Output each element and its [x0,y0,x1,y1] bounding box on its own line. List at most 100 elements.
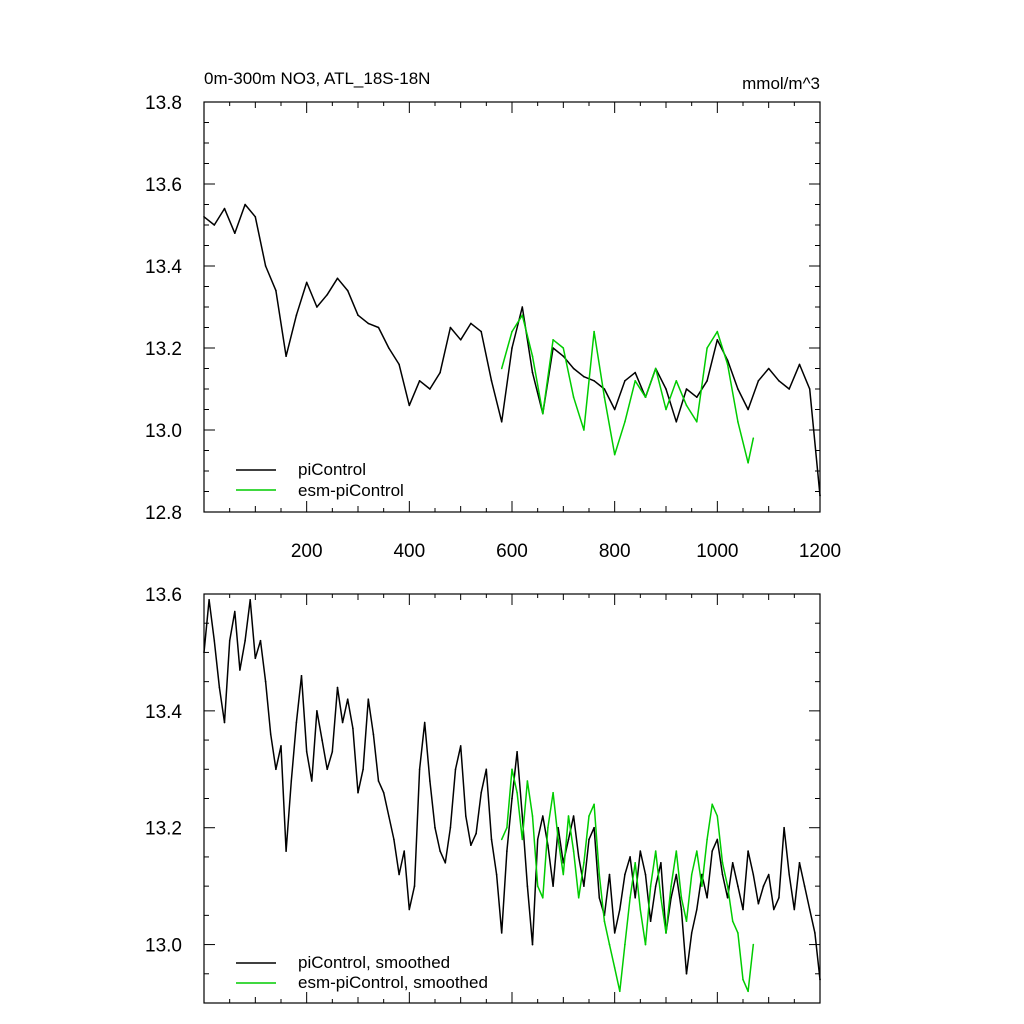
data-point [418,768,421,771]
data-point [372,733,375,735]
y-tick-label: 13.6 [145,175,182,196]
data-point [716,838,719,841]
data-point [649,920,652,922]
data-point [449,826,452,829]
data-point [449,326,452,329]
data-point [737,421,739,423]
data-point [275,768,277,771]
data-point [593,826,595,829]
data-point [762,885,765,887]
data-point [321,739,323,741]
x-tick-label: 800 [599,541,631,562]
data-point [752,943,755,946]
data-point [747,990,749,993]
data-point [752,873,755,876]
y-tick-label: 13.8 [145,93,182,114]
data-point [567,815,570,817]
legend-label-picontrol: piControl [298,460,366,479]
data-point [357,791,359,794]
data-point [459,339,462,341]
data-point [654,885,657,887]
data-point [244,203,246,206]
data-point [357,314,359,317]
data-point [285,850,287,852]
data-point [819,978,821,981]
data-point [726,885,729,887]
data-point [423,721,426,724]
data-point [798,862,801,864]
data-point [808,908,811,911]
data-point [403,850,406,852]
data-point [480,791,483,794]
data-point [819,494,821,497]
data-point [583,375,585,378]
y-tick-label: 13.4 [145,702,182,723]
legend-label-esm-picontrol-smoothed: esm-piControl, smoothed [298,973,488,992]
data-point [624,943,626,946]
data-point [367,698,370,700]
data-point [295,314,298,317]
data-point [331,751,334,753]
data-point [547,844,549,846]
data-point [213,639,216,642]
data-point [244,639,246,642]
data-point [706,897,708,899]
data-point [239,669,241,671]
data-point [275,289,277,292]
data-point [685,388,688,390]
data-point [706,838,708,841]
data-point [311,780,313,782]
chart-panel-bottom: 13.0 13.2 13.4 13.6 [145,585,821,1004]
data-point [572,850,575,852]
data-point [300,675,303,677]
data-point [408,908,411,911]
data-point [654,850,657,852]
data-point [398,363,400,366]
series-line-esm-picontrol [500,314,755,464]
data-point [223,721,226,724]
data-point [280,745,282,747]
data-point [465,815,467,817]
data-point [208,599,210,601]
data-point [675,873,678,876]
data-point [259,639,262,642]
data-point [223,207,226,210]
data-point [326,293,329,296]
data-point [557,826,559,829]
data-point [316,306,318,308]
data-point [644,943,647,946]
data-point [542,815,544,817]
data-point [588,815,590,817]
data-point [634,380,636,382]
data-point [696,850,698,852]
data-point [731,920,734,922]
data-point [757,902,760,905]
data-point [803,885,806,887]
data-point [619,908,621,911]
data-point [716,330,719,333]
data-point [603,388,606,390]
data-point [500,367,503,370]
data-point [562,355,565,358]
data-point [583,885,585,887]
data-point [475,832,477,835]
data-point [382,791,385,794]
data-point [531,815,534,817]
data-point [814,932,816,934]
data-point [572,815,575,817]
data-point [254,657,257,660]
data-point [726,897,729,899]
data-point [613,932,616,934]
data-point [552,339,554,341]
data-point [665,388,667,390]
data-point [675,850,678,852]
legend-label-esm-picontrol: esm-piControl [298,481,404,500]
data-point [511,347,513,349]
legend-label-picontrol-smoothed: piControl, smoothed [298,953,450,972]
units-label: mmol/m^3 [742,74,820,93]
data-point [624,421,626,423]
data-point [593,380,595,382]
x-tick-label: 1200 [799,541,841,562]
data-point [731,862,734,864]
